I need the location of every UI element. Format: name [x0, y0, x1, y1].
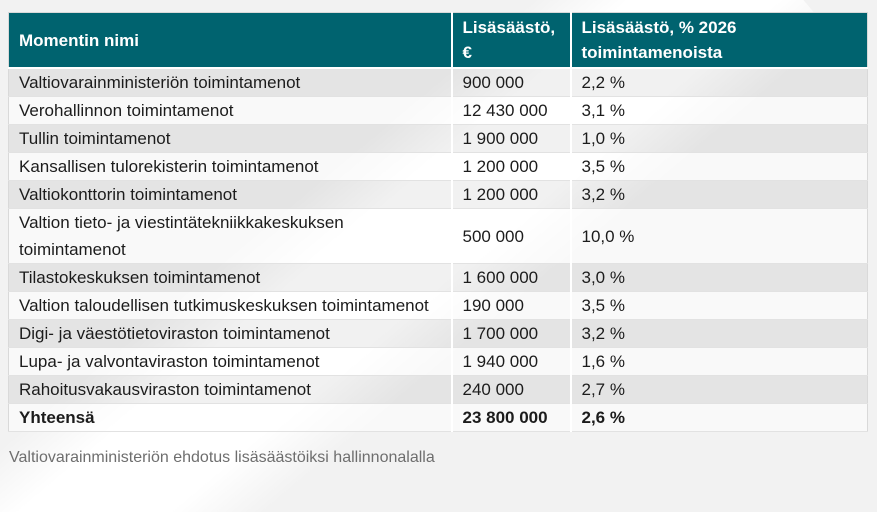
- table-body: Valtiovarainministeriön toimintamenot 90…: [8, 68, 868, 432]
- header-row: Momentin nimi Lisäsäästö, € Lisäsäästö, …: [8, 12, 868, 69]
- table-row: Tilastokeskuksen toimintamenot 1 600 000…: [8, 263, 868, 292]
- cell-moment-name: Tilastokeskuksen toimintamenot: [8, 263, 452, 292]
- header-line: Momentin nimi: [19, 30, 139, 50]
- cell-percent: 10,0 %: [569, 208, 868, 264]
- header-line: €: [462, 43, 472, 62]
- cell-savings: 1 600 000: [450, 263, 571, 292]
- cell-moment-name: Yhteensä: [8, 403, 452, 432]
- table-row: Lupa- ja valvontaviraston toimintamenot …: [8, 347, 868, 376]
- table-row: Verohallinnon toimintamenot 12 430 000 3…: [8, 96, 868, 125]
- cell-savings: 23 800 000: [450, 403, 571, 432]
- column-header-lisasaasto-eur: Lisäsäästö, €: [450, 12, 571, 69]
- header-line: toimintamenoista: [581, 43, 723, 62]
- column-header-lisasaasto-percent: Lisäsäästö, % 2026 toimintamenoista: [569, 12, 868, 69]
- savings-table: Momentin nimi Lisäsäästö, € Lisäsäästö, …: [8, 12, 868, 432]
- column-header-momentin-nimi: Momentin nimi: [8, 12, 452, 69]
- cell-savings: 900 000: [450, 68, 571, 97]
- cell-percent: 3,2 %: [569, 319, 868, 348]
- cell-moment-name: Verohallinnon toimintamenot: [8, 96, 452, 125]
- table-row: Kansallisen tulorekisterin toimintamenot…: [8, 152, 868, 181]
- table-row: Valtion tieto- ja viestintätekniikkakesk…: [8, 208, 868, 264]
- table-row: Tullin toimintamenot 1 900 000 1,0 %: [8, 124, 868, 153]
- cell-percent: 1,0 %: [569, 124, 868, 153]
- cell-savings: 1 940 000: [450, 347, 571, 376]
- cell-savings: 1 700 000: [450, 319, 571, 348]
- cell-moment-name: Digi- ja väestötietoviraston toimintamen…: [8, 319, 452, 348]
- cell-percent: 2,7 %: [569, 375, 868, 404]
- cell-moment-name: Tullin toimintamenot: [8, 124, 452, 153]
- cell-savings: 190 000: [450, 291, 571, 320]
- cell-savings: 1 900 000: [450, 124, 571, 153]
- cell-percent: 3,5 %: [569, 152, 868, 181]
- table-header: Momentin nimi Lisäsäästö, € Lisäsäästö, …: [8, 12, 868, 69]
- cell-percent: 2,6 %: [569, 403, 868, 432]
- table-row: Rahoitusvakausviraston toimintamenot 240…: [8, 375, 868, 404]
- cell-savings: 1 200 000: [450, 180, 571, 209]
- cell-percent: 3,5 %: [569, 291, 868, 320]
- cell-savings: 240 000: [450, 375, 571, 404]
- cell-percent: 2,2 %: [569, 68, 868, 97]
- header-line: Lisäsäästö, % 2026: [581, 18, 737, 37]
- table-row: Valtiokonttorin toimintamenot 1 200 000 …: [8, 180, 868, 209]
- cell-moment-name: Kansallisen tulorekisterin toimintamenot: [8, 152, 452, 181]
- cell-savings: 500 000: [450, 208, 571, 264]
- header-line: Lisäsäästö,: [462, 18, 556, 37]
- cell-moment-name: Valtiovarainministeriön toimintamenot: [8, 68, 452, 97]
- table-row: Digi- ja väestötietoviraston toimintamen…: [8, 319, 868, 348]
- cell-percent: 3,1 %: [569, 96, 868, 125]
- cell-percent: 3,0 %: [569, 263, 868, 292]
- cell-moment-name: Valtiokonttorin toimintamenot: [8, 180, 452, 209]
- table-caption: Valtiovarainministeriön ehdotus lisäsääs…: [9, 449, 435, 466]
- cell-savings: 12 430 000: [450, 96, 571, 125]
- article-figure: Momentin nimi Lisäsäästö, € Lisäsäästö, …: [8, 12, 868, 466]
- cell-moment-name: Valtion taloudellisen tutkimuskeskuksen …: [8, 291, 452, 320]
- cell-percent: 3,2 %: [569, 180, 868, 209]
- cell-moment-name: Rahoitusvakausviraston toimintamenot: [8, 375, 452, 404]
- cell-moment-name: Valtion tieto- ja viestintätekniikkakesk…: [8, 208, 452, 264]
- cell-savings: 1 200 000: [450, 152, 571, 181]
- cell-moment-name: Lupa- ja valvontaviraston toimintamenot: [8, 347, 452, 376]
- table-row: Valtion taloudellisen tutkimuskeskuksen …: [8, 291, 868, 320]
- cell-percent: 1,6 %: [569, 347, 868, 376]
- table-row: Valtiovarainministeriön toimintamenot 90…: [8, 68, 868, 97]
- table-row-total: Yhteensä 23 800 000 2,6 %: [8, 403, 868, 432]
